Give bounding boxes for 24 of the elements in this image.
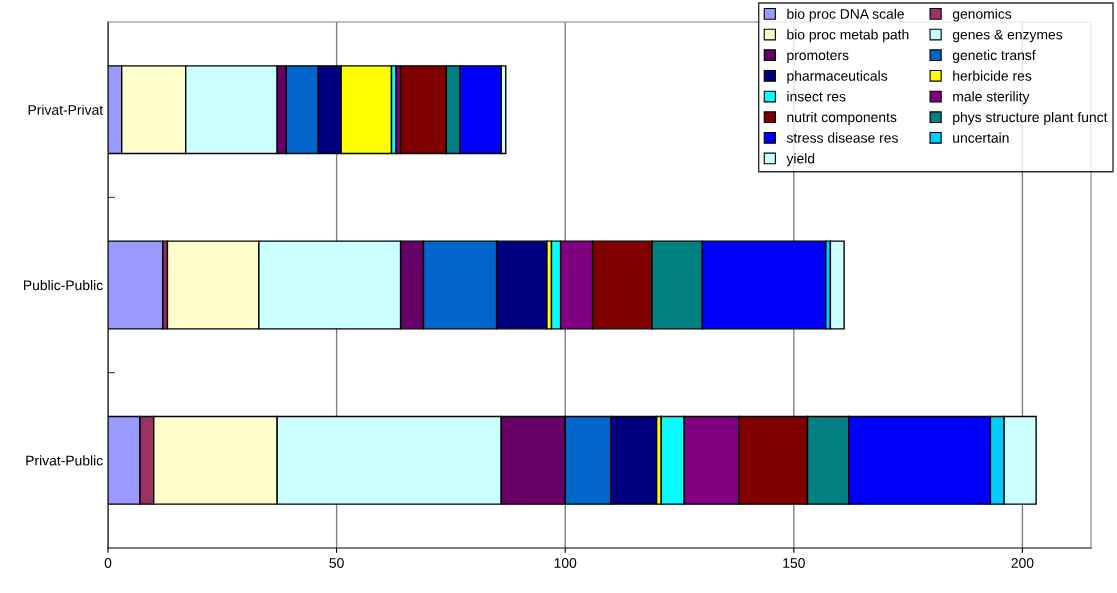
x-tick-label: 100: [554, 558, 577, 568]
x-tick-label: 200: [1011, 558, 1034, 568]
legend-label: male sterility: [953, 91, 1030, 105]
legend-label: genetic transf: [952, 49, 1036, 63]
bar: [829, 240, 845, 330]
legend-label: stress disease res: [786, 132, 898, 143]
x-tick-label: 150: [783, 558, 805, 568]
legend-label: herbicide res: [953, 70, 1032, 81]
legend-label: uncertain: [953, 132, 1009, 143]
legend-label: bio proc DNA scale: [787, 8, 904, 22]
y-tick-label: Privat-Privat: [28, 104, 104, 115]
legend-label: bio proc metab path: [787, 29, 909, 43]
legend-label: promoters: [787, 51, 849, 63]
legend-label: phys structure plant funct: [953, 111, 1108, 125]
x-tick-label: 0: [104, 558, 112, 568]
legend-label: insect res: [787, 91, 846, 102]
x-tick-label: 50: [329, 558, 344, 568]
legend-label: genes & enzymes: [952, 29, 1063, 43]
y-tick-label: Public-Public: [24, 279, 103, 291]
legend-label: nutrit components: [787, 111, 897, 125]
legend-label: yield: [786, 153, 815, 167]
y-tick-label: Privat-Public: [26, 455, 103, 466]
legend-label: pharmaceuticals: [787, 70, 888, 84]
legend-label: genomics: [952, 8, 1012, 22]
